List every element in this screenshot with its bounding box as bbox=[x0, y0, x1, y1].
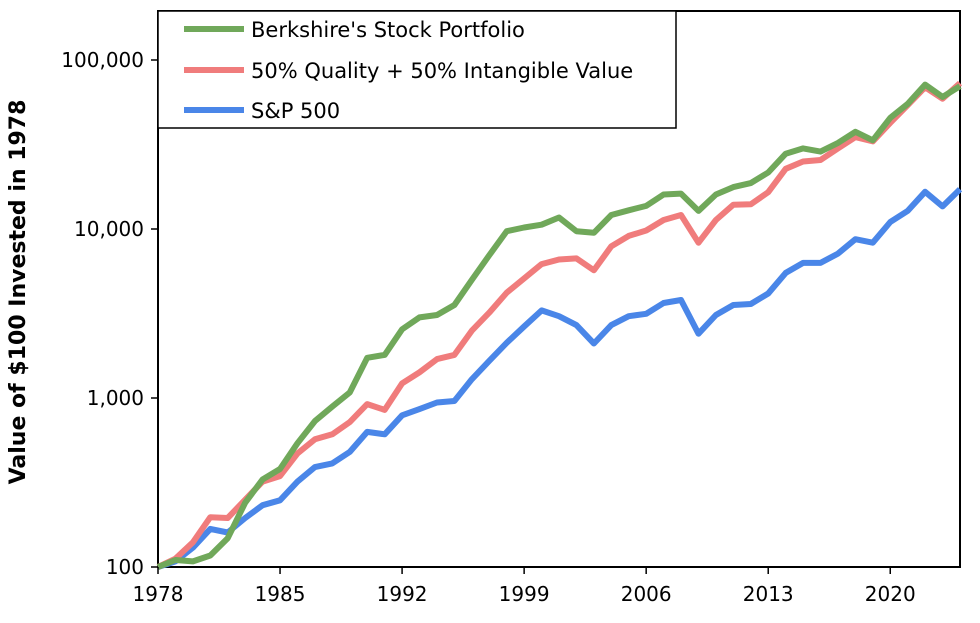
x-tick-label: 1992 bbox=[377, 582, 428, 606]
series-layer bbox=[156, 80, 963, 570]
series-line-s-p-500 bbox=[157, 187, 963, 570]
legend-box bbox=[157, 10, 677, 129]
y-tick-label: 100 bbox=[106, 555, 144, 579]
legend-label-sp500: S&P 500 bbox=[251, 99, 340, 123]
y-tick-label: 100,000 bbox=[61, 48, 144, 72]
x-tick-label: 2020 bbox=[865, 582, 916, 606]
x-tick-label: 1978 bbox=[133, 582, 184, 606]
x-tick-label: 2013 bbox=[743, 582, 794, 606]
axis-layer: 1978 1985 1992 1999 2006 2013 2020 100 1,000 10,0… bbox=[61, 48, 915, 606]
legend: Berkshire's Stock Portfolio 50% Quality … bbox=[157, 10, 677, 129]
y-tick-label: 10,000 bbox=[74, 217, 144, 241]
legend-label-berkshire: Berkshire's Stock Portfolio bbox=[251, 18, 525, 42]
x-tick-label: 2006 bbox=[621, 582, 672, 606]
legend-label-quality-intangible: 50% Quality + 50% Intangible Value bbox=[251, 59, 633, 83]
x-tick-label: 1985 bbox=[255, 582, 306, 606]
x-tick-label: 1999 bbox=[499, 582, 550, 606]
y-tick-label: 1,000 bbox=[87, 386, 144, 410]
series-line-berkshire-s-stock-portfolio bbox=[156, 81, 962, 570]
series-line-50-quality-50-intangible-value bbox=[156, 80, 963, 570]
y-axis-title: Value of $100 Invested in 1978 bbox=[6, 100, 31, 485]
